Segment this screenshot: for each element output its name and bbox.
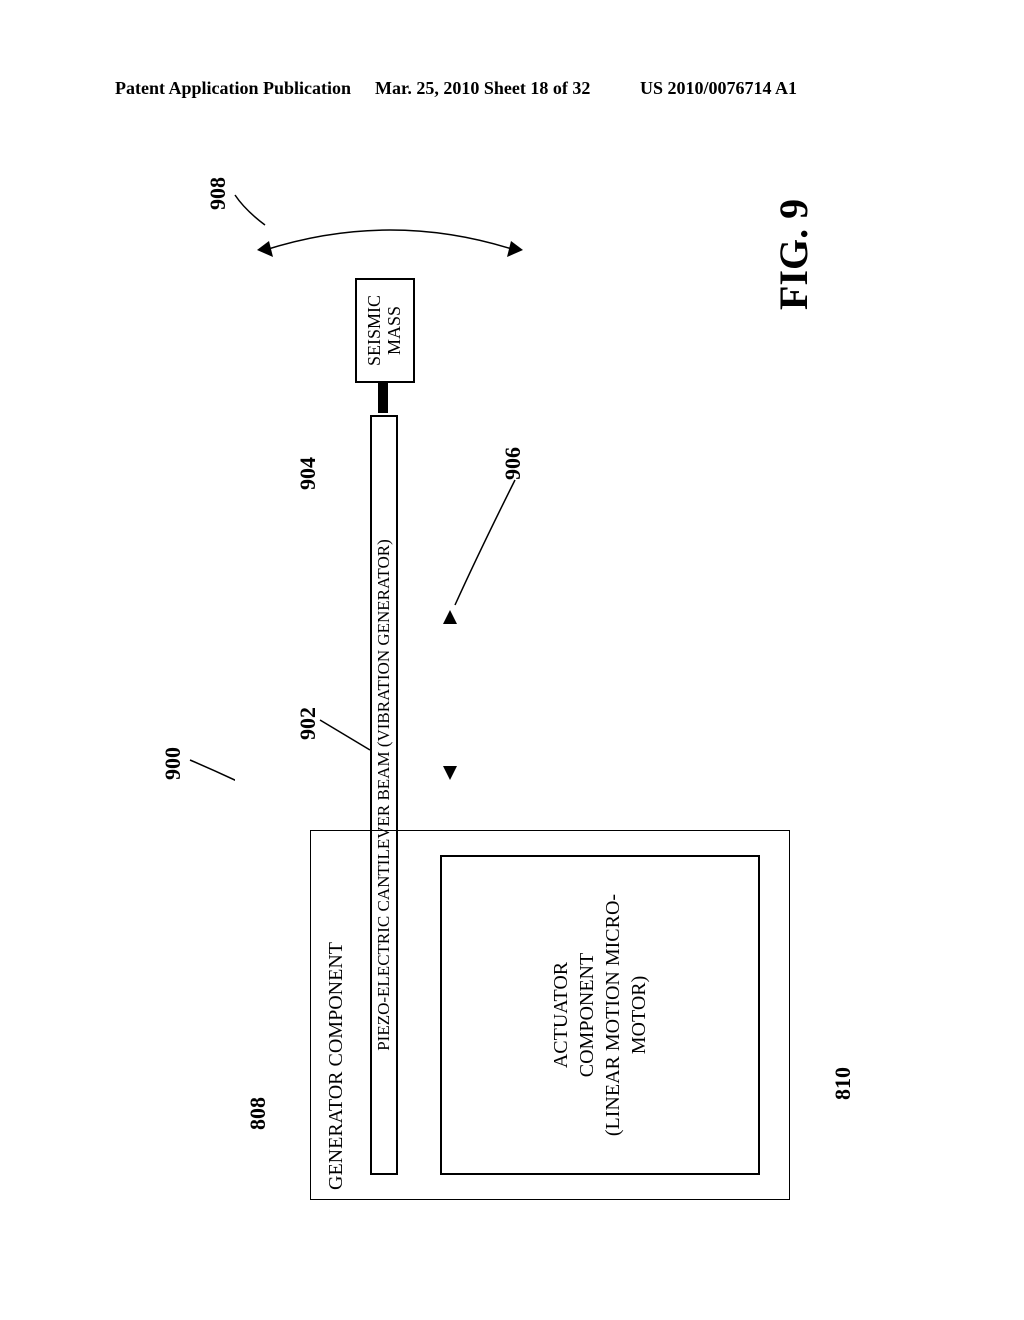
leader-line-810 [758, 1078, 828, 1080]
header-date-sheet: Mar. 25, 2010 Sheet 18 of 32 [375, 78, 590, 99]
mass-label-2: MASS [385, 306, 405, 355]
leader-line-902 [315, 715, 375, 755]
actuator-component-box: ACTUATOR COMPONENT (LINEAR MOTION MICRO-… [440, 855, 760, 1175]
seismic-mass-box: SEISMIC MASS [355, 278, 415, 383]
leader-line-900 [185, 750, 235, 800]
ref-number-904: 904 [295, 457, 321, 490]
horizontal-motion-arrow [440, 610, 460, 780]
ref-number-808: 808 [245, 1097, 271, 1130]
ref-number-810: 810 [830, 1067, 856, 1100]
header-publication: Patent Application Publication [115, 78, 351, 99]
leader-line-808 [270, 1110, 310, 1112]
actuator-label-3: (LINEAR MOTION MICRO- [600, 894, 626, 1136]
ref-number-900: 900 [160, 747, 186, 780]
ref-number-908: 908 [205, 177, 231, 210]
actuator-label-2: COMPONENT [574, 953, 600, 1077]
actuator-label-4: MOTOR) [626, 976, 652, 1055]
diagram-container: 900 808 GENERATOR COMPONENT PIEZO-ELECTR… [0, 295, 1024, 1065]
leader-line-906 [450, 470, 530, 610]
leader-line-904 [305, 385, 307, 445]
figure-label: FIG. 9 [770, 199, 817, 310]
beam-label: PIEZO-ELECTRIC CANTILEVER BEAM (VIBRATIO… [374, 539, 396, 1051]
generator-label: GENERATOR COMPONENT [325, 942, 348, 1190]
vertical-motion-arc [245, 195, 535, 265]
cantilever-beam-box: PIEZO-ELECTRIC CANTILEVER BEAM (VIBRATIO… [370, 415, 398, 1175]
header-pub-number: US 2010/0076714 A1 [640, 78, 797, 99]
mass-label-1: SEISMIC [365, 295, 385, 366]
actuator-label-1: ACTUATOR [548, 962, 574, 1068]
leader-line-908 [230, 190, 270, 230]
beam-mass-connector [378, 383, 388, 413]
